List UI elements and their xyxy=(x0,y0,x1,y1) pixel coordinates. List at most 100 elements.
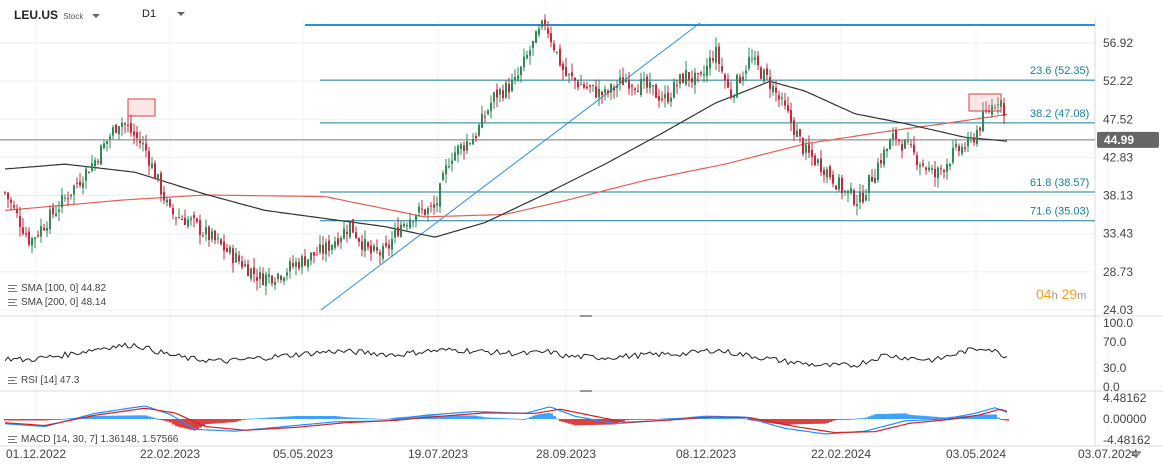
macd-tick-label: 0.00000 xyxy=(1103,412,1147,426)
macd-legend[interactable]: MACD [14, 30, 7] 1.36148, 1.57566 xyxy=(8,434,178,445)
macd-histogram-bar xyxy=(109,415,112,419)
macd-histogram-bar xyxy=(130,415,133,419)
candle-body xyxy=(157,174,159,179)
candle-body xyxy=(850,188,852,193)
rsi-legend-text: RSI [14] 47.3 xyxy=(21,375,80,386)
macd-histogram-bar xyxy=(460,415,463,419)
macd-histogram-bar xyxy=(583,419,586,426)
macd-histogram-bar xyxy=(1003,419,1006,421)
macd-histogram-bar xyxy=(493,417,496,419)
candle-body xyxy=(97,161,99,163)
macd-histogram-bar xyxy=(529,416,532,419)
macd-histogram-bar xyxy=(997,417,1000,419)
macd-histogram-bar xyxy=(586,419,589,426)
candle-body xyxy=(88,171,90,174)
candle-body xyxy=(52,207,54,215)
candle-body xyxy=(847,190,849,194)
macd-histogram-bar xyxy=(190,419,193,430)
macd-histogram-bar xyxy=(40,419,43,421)
symbol-selector[interactable]: LEU.US Stock xyxy=(14,8,100,22)
trend-line xyxy=(320,22,701,311)
macd-histogram-bar xyxy=(757,419,760,422)
macd-histogram-bar xyxy=(994,414,997,419)
candle-body xyxy=(502,90,504,98)
candle-body xyxy=(505,82,507,98)
macd-histogram-bar xyxy=(658,418,661,420)
macd-histogram-bar xyxy=(196,419,199,430)
indicator-settings-icon[interactable] xyxy=(8,298,17,307)
candle-body xyxy=(769,77,771,89)
candle-body xyxy=(652,85,654,87)
macd-histogram-bar xyxy=(970,415,973,419)
macd-histogram-bar xyxy=(46,419,49,421)
macd-histogram-bar xyxy=(178,419,181,427)
indicator-settings-icon[interactable] xyxy=(8,284,17,293)
candle-body xyxy=(181,218,183,220)
candle-body xyxy=(205,227,207,235)
candle-body xyxy=(940,168,942,170)
macd-histogram-bar xyxy=(670,418,673,419)
macd-histogram-bar xyxy=(271,417,274,419)
indicator-settings-icon[interactable] xyxy=(8,435,17,444)
macd-histogram-bar xyxy=(625,419,628,421)
candle-body xyxy=(571,72,573,77)
candle-body xyxy=(607,90,609,94)
macd-histogram-bar xyxy=(55,419,58,420)
rsi-legend[interactable]: RSI [14] 47.3 xyxy=(8,375,79,386)
macd-histogram-bar xyxy=(610,419,613,425)
candle-body xyxy=(910,144,912,146)
candle-body xyxy=(787,105,789,111)
macd-histogram-bar xyxy=(367,418,370,420)
sma100-legend[interactable]: SMA [100, 0] 44.82 xyxy=(8,283,106,294)
candle-body xyxy=(673,81,675,98)
countdown-hours: 04 xyxy=(1036,286,1052,302)
macd-histogram-bar xyxy=(727,418,730,419)
macd-histogram-bar xyxy=(661,418,664,420)
candle-body xyxy=(706,65,708,76)
macd-histogram-bar xyxy=(118,415,121,419)
candle-body xyxy=(592,84,594,87)
x-tick-label: 08.12.2023 xyxy=(676,447,736,461)
macd-histogram-bar xyxy=(916,415,919,419)
candle-body xyxy=(871,176,873,182)
candle-body xyxy=(955,143,957,147)
macd-histogram-bar xyxy=(748,419,751,421)
interval-selector[interactable]: D1 xyxy=(142,8,186,20)
macd-histogram-bar xyxy=(622,419,625,421)
candle-body xyxy=(808,144,810,153)
candle-body xyxy=(562,63,564,70)
macd-histogram-bar xyxy=(883,413,886,419)
macd-histogram-bar xyxy=(58,419,61,420)
candle-body xyxy=(316,254,318,256)
macd-histogram-bar xyxy=(790,419,793,425)
macd-histogram-bar xyxy=(133,415,136,419)
candle-body xyxy=(325,242,327,255)
macd-histogram-bar xyxy=(463,415,466,419)
macd-histogram-bar xyxy=(253,418,256,420)
candle-body xyxy=(265,274,267,286)
macd-histogram-bar xyxy=(301,416,304,419)
candle-body xyxy=(46,227,48,231)
candle-body xyxy=(349,222,351,238)
candle-body xyxy=(478,125,480,136)
candle-body xyxy=(976,130,978,145)
candle-body xyxy=(283,277,285,282)
macd-histogram-bar xyxy=(811,419,814,424)
macd-histogram-bar xyxy=(919,415,922,419)
candle-body xyxy=(700,72,702,75)
candle-body xyxy=(346,231,348,234)
macd-histogram-bar xyxy=(67,418,70,420)
candle-body xyxy=(226,248,228,252)
candle-body xyxy=(112,127,114,136)
macd-histogram-bar xyxy=(16,419,19,421)
macd-histogram-bar xyxy=(325,416,328,419)
indicator-settings-icon[interactable] xyxy=(8,376,17,385)
candle-body xyxy=(190,217,192,220)
sma200-legend[interactable]: SMA [200, 0] 48.14 xyxy=(8,297,106,308)
macd-histogram-bar xyxy=(892,413,895,419)
macd-histogram-bar xyxy=(10,419,13,421)
candle-body xyxy=(4,192,6,194)
candle-body xyxy=(697,72,699,75)
candle-body xyxy=(91,163,93,171)
candle-body xyxy=(751,58,753,60)
